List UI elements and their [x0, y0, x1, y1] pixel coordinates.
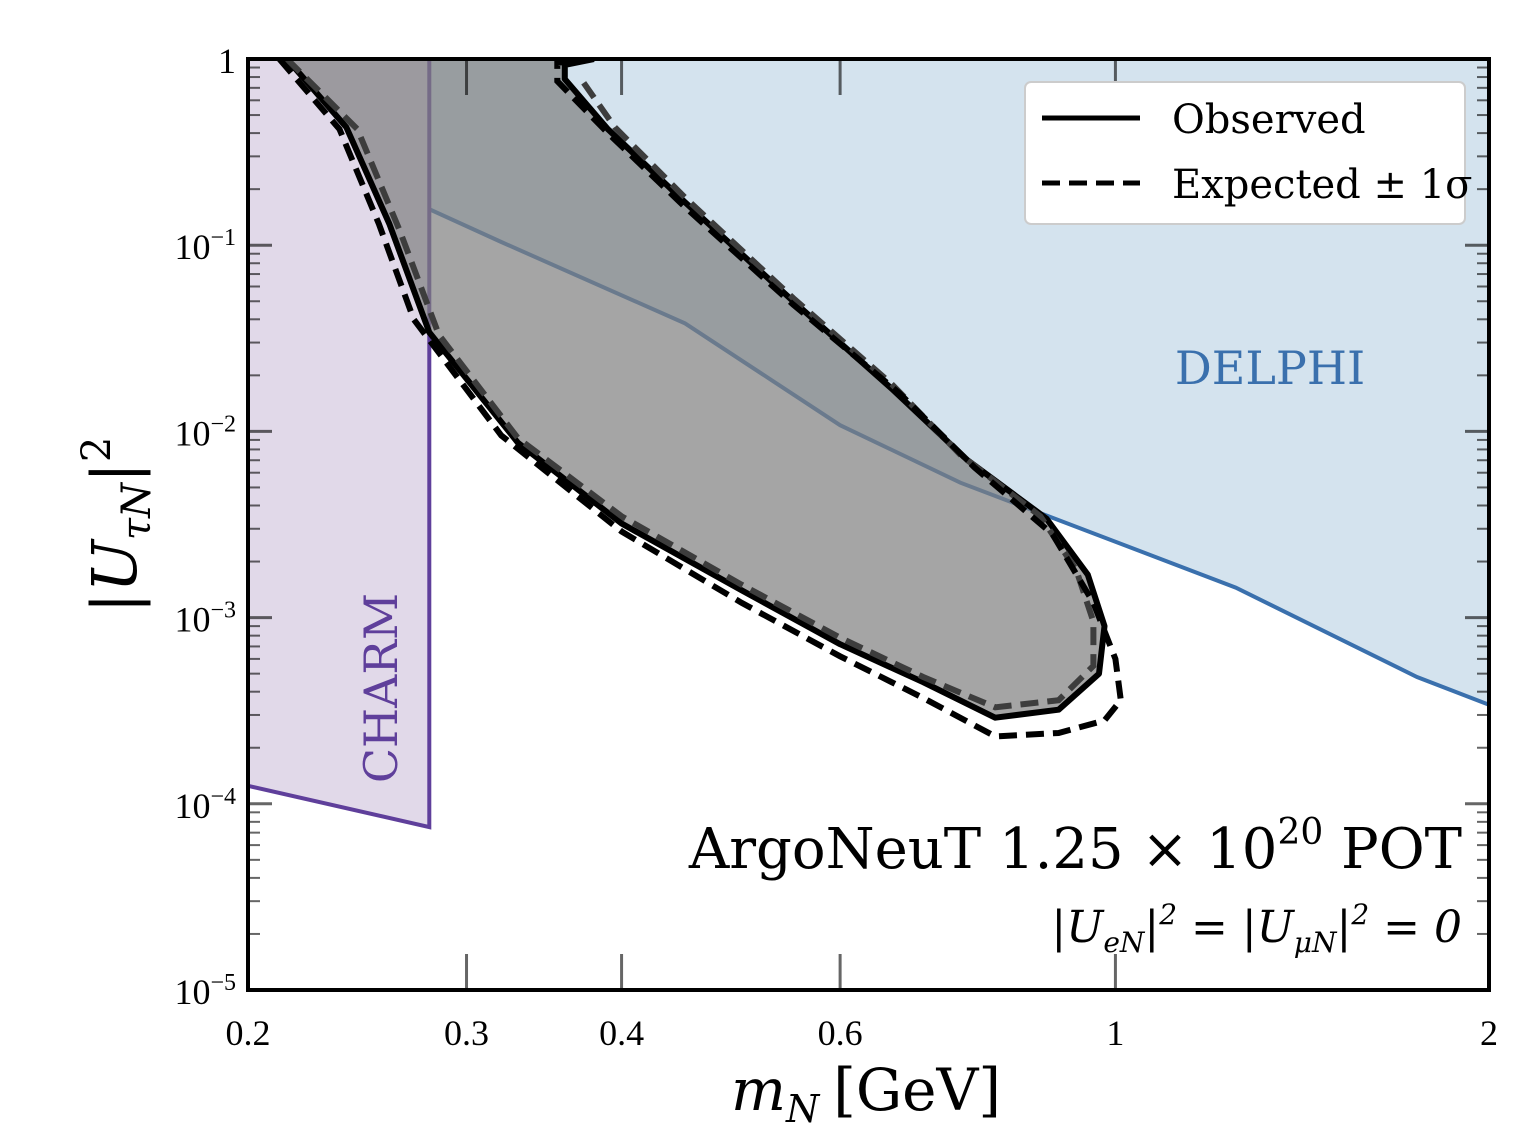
- legend: Observed Expected ± 1σ: [1024, 81, 1473, 225]
- y-tick-label: 10−5: [174, 970, 236, 1012]
- x-tick-label: 0.2: [226, 1013, 271, 1053]
- x-tick-label: 2: [1480, 1013, 1498, 1053]
- y-tick-label: 10−4: [174, 784, 236, 826]
- x-tick-label: 0.4: [599, 1013, 644, 1053]
- expected-plus-1sigma-contour: [277, 59, 1124, 740]
- x-tick-label: 0.6: [818, 1013, 863, 1053]
- coupling-annotation: |UeN|2 = |UμN|2 = 0: [1051, 898, 1462, 959]
- x-tick-label: 0.3: [444, 1013, 489, 1053]
- experiment-annotation: ArgoNeuT 1.25 × 1020 POT: [688, 812, 1462, 882]
- y-tick-label: 10−2: [174, 411, 236, 453]
- charm-label: CHARM: [354, 593, 408, 783]
- observed-excluded-region: [287, 59, 1105, 718]
- delphi-label: DELPHI: [1175, 341, 1365, 395]
- observed-contour: [284, 59, 1108, 721]
- y-tick-label: 1: [218, 41, 236, 81]
- y-tick-label: 10−3: [174, 598, 236, 640]
- legend-expected-label: Expected ± 1σ: [1172, 162, 1473, 208]
- legend-observed-label: Observed: [1172, 97, 1366, 143]
- tick-labels: 0.2 0.3 0.4 0.6 1 2 1 10−1 10−2 10−3 10−4 10−5: [174, 41, 1498, 1053]
- plot-frame: [246, 57, 1491, 992]
- sensitivity-contours: [277, 59, 1124, 740]
- y-tick-label: 10−1: [174, 225, 236, 267]
- charm-region: [248, 59, 430, 828]
- y-axis-label: |UτN|2: [74, 437, 160, 614]
- expected-contour: [284, 59, 1097, 711]
- x-tick-label: 1: [1106, 1013, 1124, 1053]
- x-axis-label: mN [GeV]: [731, 1056, 1001, 1131]
